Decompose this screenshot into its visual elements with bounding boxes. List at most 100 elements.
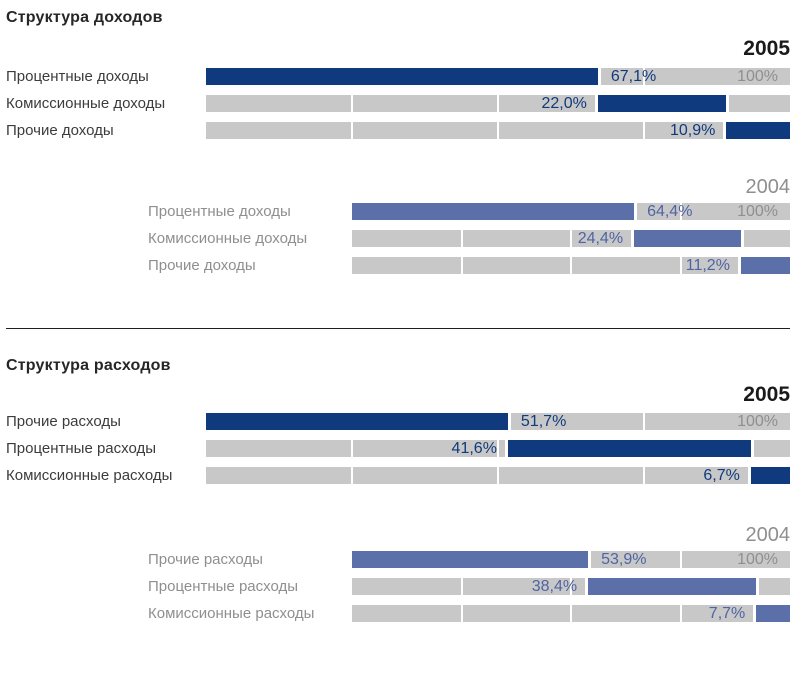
bar-segment (206, 68, 598, 85)
category-label: Комиссионные доходы (148, 230, 308, 247)
gridline-75-icon (643, 122, 645, 139)
gridline-25-icon (460, 230, 463, 247)
bar-row: Процентные расходы 38,4% (6, 578, 790, 595)
income-year-group-2004: 2004 Процентные доходы 64,4% 100% Комисс… (6, 176, 790, 274)
bar-track: 67,1% 100% (206, 68, 790, 85)
gridline-75-icon (679, 605, 682, 622)
category-label: Комиссионные расходы (6, 467, 173, 484)
gridline-50-icon (497, 467, 499, 484)
gridline-75-icon (679, 257, 682, 274)
bar-row: Прочие расходы 53,9% 100% (6, 551, 790, 568)
bar-track: 24,4% (352, 230, 790, 247)
total-label: 100% (737, 203, 778, 220)
category-label: Процентные доходы (148, 203, 291, 220)
category-label: Комиссионные расходы (148, 605, 315, 622)
bar-row: Прочие доходы 10,9% (6, 122, 790, 139)
bar-track: 10,9% (206, 122, 790, 139)
gridline-50-icon (497, 95, 499, 112)
section-divider (6, 328, 790, 329)
gridline-75-icon (679, 551, 682, 568)
gridline-50-icon (570, 230, 572, 247)
value-label: 67,1% (610, 68, 657, 85)
gridline-50-icon (570, 605, 572, 622)
section-title-expenses: Структура расходов (6, 357, 171, 374)
bar-segment (740, 257, 790, 274)
gridline-25-icon (351, 95, 353, 112)
expenses-year-group-2005: 2005 Прочие расходы 51,7% 100% Процентны… (6, 384, 790, 484)
bar-segment (352, 551, 589, 568)
bar-track: 51,7% 100% (206, 413, 790, 430)
category-label: Процентные доходы (6, 68, 149, 85)
value-label: 41,6% (451, 440, 497, 457)
category-label: Комиссионные доходы (6, 95, 166, 112)
total-label: 100% (737, 68, 778, 85)
category-label: Прочие доходы (148, 257, 256, 274)
value-label: 53,9% (601, 551, 647, 568)
category-label: Прочие расходы (148, 551, 263, 568)
section-title-income: Структура доходов (6, 9, 163, 26)
bar-row: Комиссионные расходы 6,7% (6, 467, 790, 484)
year-label-2004: 2004 (745, 176, 791, 198)
bar-segment (634, 230, 741, 247)
gridline-50-icon (497, 122, 499, 139)
bar-track: 38,4% (352, 578, 790, 595)
gridline-50-icon (497, 440, 499, 457)
bar-track: 41,6% (206, 440, 790, 457)
gridline-25-icon (351, 440, 353, 457)
bar-row: Прочие расходы 51,7% 100% (6, 413, 790, 430)
bar-row: Процентные расходы 41,6% (6, 440, 790, 457)
section-expenses: Структура расходов 2005 Прочие расходы 5… (6, 357, 790, 622)
bar-row: Процентные доходы 67,1% 100% (6, 68, 790, 85)
bar-segment (507, 440, 751, 457)
gridline-25-icon (460, 257, 463, 274)
year-label-2005: 2005 (743, 37, 790, 60)
gridline-25-icon (460, 578, 463, 595)
expenses-year-group-2004: 2004 Прочие расходы 53,9% 100% Процентны… (6, 524, 790, 622)
bar-segment (588, 578, 757, 595)
bar-segment (750, 467, 790, 484)
value-label: 51,7% (520, 413, 567, 430)
report-page: Структура доходов 2005 Процентные доходы… (0, 9, 795, 622)
bar-segment (597, 95, 727, 112)
bar-row: Комиссионные расходы 7,7% (6, 605, 790, 622)
gridline-75-icon (679, 203, 682, 220)
category-label: Процентные расходы (148, 578, 299, 595)
section-income: Структура доходов 2005 Процентные доходы… (6, 9, 790, 274)
bar-segment (726, 122, 790, 139)
bar-segment (352, 203, 635, 220)
category-label: Прочие расходы (6, 413, 121, 430)
bar-track: 22,0% (206, 95, 790, 112)
value-label: 10,9% (669, 122, 716, 139)
gridline-25-icon (351, 467, 353, 484)
bar-track: 53,9% 100% (352, 551, 790, 568)
value-label: 38,4% (531, 578, 578, 595)
category-label: Прочие доходы (6, 122, 114, 139)
income-year-group-2005: 2005 Процентные доходы 67,1% 100% Комисс… (6, 38, 790, 139)
gridline-25-icon (460, 605, 463, 622)
category-label: Процентные расходы (6, 440, 157, 457)
value-label: 11,2% (685, 257, 730, 274)
bar-row: Процентные доходы 64,4% 100% (6, 203, 790, 220)
gridline-75-icon (643, 68, 645, 85)
year-label-2004: 2004 (745, 524, 791, 546)
total-label: 100% (737, 413, 778, 430)
gridline-50-icon (570, 578, 572, 595)
value-label: 24,4% (577, 230, 624, 247)
value-label: 6,7% (703, 467, 740, 484)
total-label: 100% (737, 551, 778, 568)
gridline-75-icon (643, 467, 645, 484)
value-label: 64,4% (647, 203, 693, 220)
value-label: 7,7% (708, 605, 746, 622)
bar-row: Комиссионные доходы 22,0% (6, 95, 790, 112)
bar-row: Комиссионные доходы 24,4% (6, 230, 790, 247)
value-label: 22,0% (541, 95, 587, 112)
bar-row: Прочие доходы 11,2% (6, 257, 790, 274)
bar-track: 64,4% 100% (352, 203, 790, 220)
gridline-75-icon (643, 413, 645, 430)
bar-segment (756, 605, 790, 622)
bar-track: 6,7% (206, 467, 790, 484)
bar-track: 11,2% (352, 257, 790, 274)
bar-segment (206, 413, 508, 430)
bar-track: 7,7% (352, 605, 790, 622)
gridline-50-icon (570, 257, 572, 274)
